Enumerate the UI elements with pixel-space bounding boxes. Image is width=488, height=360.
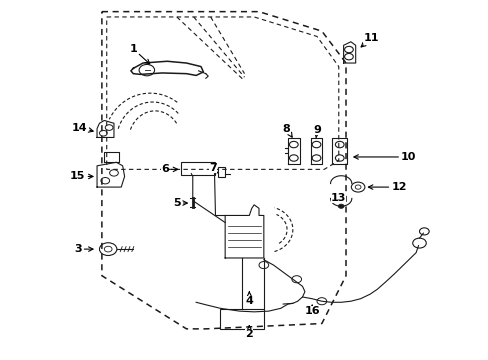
Text: 10: 10 [353,152,416,162]
Text: 4: 4 [245,292,253,306]
Text: 9: 9 [312,125,320,138]
Bar [220,309,264,329]
Text: 3: 3 [74,244,93,254]
Text: 8: 8 [282,123,291,137]
Circle shape [338,204,344,208]
Text: 6: 6 [161,165,177,174]
Text: 14: 14 [71,122,93,132]
Text: 16: 16 [304,305,319,316]
Text: 11: 11 [361,33,378,47]
Bar [180,162,214,175]
Text: 1: 1 [129,44,149,64]
Text: 13: 13 [330,193,346,203]
Text: 2: 2 [245,326,253,339]
Text: 5: 5 [173,198,187,208]
Text: 7: 7 [209,163,217,173]
Text: 12: 12 [367,182,406,192]
Text: 15: 15 [70,171,93,181]
Bar [218,167,224,177]
